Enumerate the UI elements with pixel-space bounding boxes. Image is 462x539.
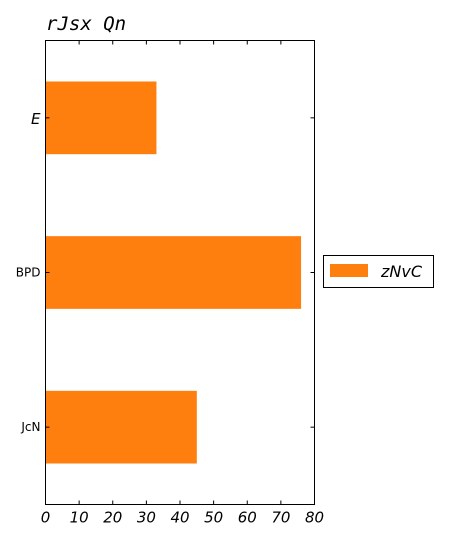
bars-group <box>45 81 302 464</box>
x-tick-label: 30 <box>137 509 156 527</box>
x-tick-label: 10 <box>70 509 89 527</box>
x-tick-label: 60 <box>238 509 257 527</box>
bar-bpd <box>45 236 302 309</box>
x-tick-label: 50 <box>204 509 223 527</box>
y-tick-label: BPD <box>16 266 41 280</box>
x-tick-label: 80 <box>305 509 324 527</box>
x-axis: 0 10 20 30 40 50 60 70 80 <box>41 40 324 527</box>
chart-title: rJsx Qn <box>46 13 126 35</box>
y-tick-label: E <box>31 110 41 128</box>
y-axis: E BPD JcN <box>16 110 315 434</box>
legend-swatch <box>330 264 368 277</box>
legend-label: zNvC <box>380 262 423 281</box>
bar-e <box>45 81 157 155</box>
x-tick-label: 20 <box>103 509 122 527</box>
x-tick-label: 70 <box>271 509 290 527</box>
y-tick-label: JcN <box>20 420 40 434</box>
x-tick-label: 40 <box>170 509 189 527</box>
bar-jcn <box>45 390 197 464</box>
legend: zNvC <box>323 255 434 288</box>
x-tick-label: 0 <box>41 509 51 527</box>
